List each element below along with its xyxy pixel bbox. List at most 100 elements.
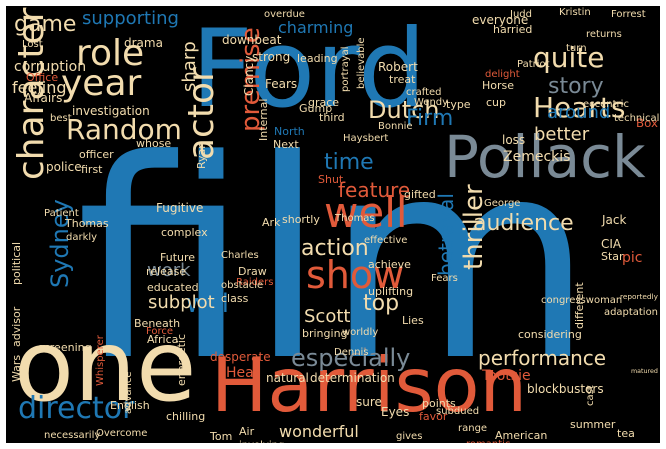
cloud-word-portrayal: portrayal (340, 46, 351, 92)
cloud-word-obstacle: obstacle (221, 280, 264, 291)
cloud-word-north: North (274, 125, 305, 138)
cloud-word-technical: technical (614, 113, 660, 124)
cloud-word-natural: natural (266, 371, 309, 385)
cloud-word-raiders: Raiders (236, 277, 274, 288)
cloud-word-dennis: Dennis (334, 347, 369, 358)
cloud-word-cia: CIA (601, 237, 622, 251)
cloud-word-determination: determination (310, 371, 395, 385)
cloud-word-gifted: gifted (404, 188, 436, 201)
cloud-word-story: story (548, 74, 604, 99)
cloud-word-political: political (10, 241, 23, 285)
cloud-word-leading: leading (297, 52, 338, 65)
cloud-word-well: well (324, 188, 408, 237)
cloud-word-top: top (363, 291, 400, 316)
cloud-word-involving: involving (239, 441, 284, 444)
cloud-word-haysbert: Haysbert (343, 133, 389, 144)
cloud-word-advance: advance (123, 371, 134, 414)
cloud-word-cup: cup (486, 96, 507, 109)
cloud-word-strong: strong (252, 50, 291, 64)
cloud-word-fugitive: Fugitive (156, 201, 204, 215)
cloud-word-corruption: corruption (14, 59, 87, 75)
cloud-word-lost: Lost (22, 39, 43, 50)
cloud-word-officer: officer (79, 148, 114, 161)
cloud-word-eccentric: eccentric (583, 99, 629, 110)
cloud-word-summer: summer (570, 418, 616, 431)
cloud-word-eyes: Eyes (381, 405, 410, 419)
cloud-word-treat: treat (389, 73, 416, 86)
cloud-word-third: third (319, 111, 345, 124)
cloud-word-box: Box (636, 116, 658, 130)
cloud-word-random: Random (66, 113, 182, 146)
cloud-word-favor: favor (419, 410, 448, 423)
cloud-word-star: Star (601, 250, 624, 263)
cloud-word-better: better (534, 124, 590, 145)
cloud-word-reportedly: reportedly (620, 292, 658, 301)
cloud-word-internal: Internal (257, 98, 270, 141)
cloud-word-pic: pic (622, 250, 643, 266)
cloud-word-scott: Scott (304, 306, 351, 327)
cloud-word-supporting: supporting (82, 8, 179, 29)
cloud-word-class: class (221, 292, 249, 305)
cloud-word-pollack: Pollack (444, 123, 646, 191)
cloud-word-shut: Shut (318, 173, 344, 186)
cloud-word-investigation: investigation (72, 104, 150, 118)
cloud-word-feeling: feeling (12, 78, 67, 97)
cloud-word-complex: complex (161, 226, 208, 239)
cloud-word-drama: drama (124, 36, 163, 50)
cloud-word-sharp: sharp (179, 41, 200, 92)
cloud-word-wendy: Wendy (414, 97, 449, 108)
cloud-word-africa: Africa (147, 333, 179, 346)
cloud-word-betrayal: betrayal (434, 193, 458, 276)
cloud-word-heat: Heat (226, 365, 260, 381)
cloud-word-shortly: shortly (282, 213, 320, 226)
cloud-word-director: director (18, 391, 135, 426)
cloud-word-air: Air (239, 425, 255, 438)
cloud-word-horse: Horse (482, 79, 515, 92)
cloud-word-hearts: Hearts (533, 91, 626, 124)
cloud-word-ark: Ark (262, 216, 281, 229)
cloud-word-film: film (76, 101, 594, 421)
cloud-word-tea: tea (617, 427, 635, 440)
cloud-word-judd: Judd (510, 9, 532, 20)
cloud-word-subdued: subdued (436, 406, 480, 417)
cloud-word-affairs: Affairs (24, 91, 63, 105)
cloud-word-role: role (76, 33, 145, 74)
cloud-word-work: work (147, 260, 191, 281)
cloud-word-thomas: Thomas (65, 217, 109, 230)
cloud-word-type: type (446, 98, 471, 111)
cloud-word-quite: quite (533, 41, 605, 74)
cloud-word-first: first (81, 163, 103, 176)
cloud-word-george: George (484, 198, 521, 209)
cloud-word-worldly: worldly (342, 327, 379, 338)
cloud-word-wars: Wars (10, 354, 23, 382)
cloud-word-sure: sure (356, 395, 382, 409)
cloud-word-tootsie: Tootsie (482, 368, 531, 384)
cloud-word-necessarily: necessarily (44, 430, 101, 441)
cloud-word-blockbusters: blockbusters (527, 382, 604, 396)
cloud-word-loss: loss (502, 133, 526, 147)
cloud-word-overdue: overdue (264, 9, 305, 20)
cloud-word-ryan: Ryan (195, 141, 208, 169)
cloud-word-kristin: Kristin (559, 7, 591, 18)
cloud-word-thomas: Thomas (335, 213, 375, 224)
cloud-word-bonnie: Bonnie (378, 121, 413, 132)
cloud-word-charming: charming (278, 18, 354, 37)
cloud-word-future: Future (160, 251, 196, 264)
cloud-word-cast: cast (585, 385, 596, 406)
cloud-word-darkly: darkly (66, 232, 98, 243)
cloud-word-wonderful: wonderful (279, 422, 359, 441)
cloud-word-overcome: Overcome (96, 428, 148, 439)
cloud-word-police: police (46, 160, 82, 174)
cloud-word-everyone: everyone (472, 13, 529, 27)
cloud-word-especially: especially (291, 344, 411, 372)
cloud-word-draw: Draw (238, 265, 267, 278)
cloud-word-next: Next (273, 138, 299, 151)
cloud-word-feature: feature (338, 178, 411, 202)
cloud-word-considering: considering (518, 328, 582, 341)
cloud-word-harrison: Harrison (211, 341, 528, 429)
cloud-word-range: range (458, 423, 488, 434)
cloud-word-screening: screening (38, 341, 92, 354)
cloud-word-forrest: Forrest (611, 9, 646, 20)
cloud-word-grace: grace (308, 96, 340, 109)
